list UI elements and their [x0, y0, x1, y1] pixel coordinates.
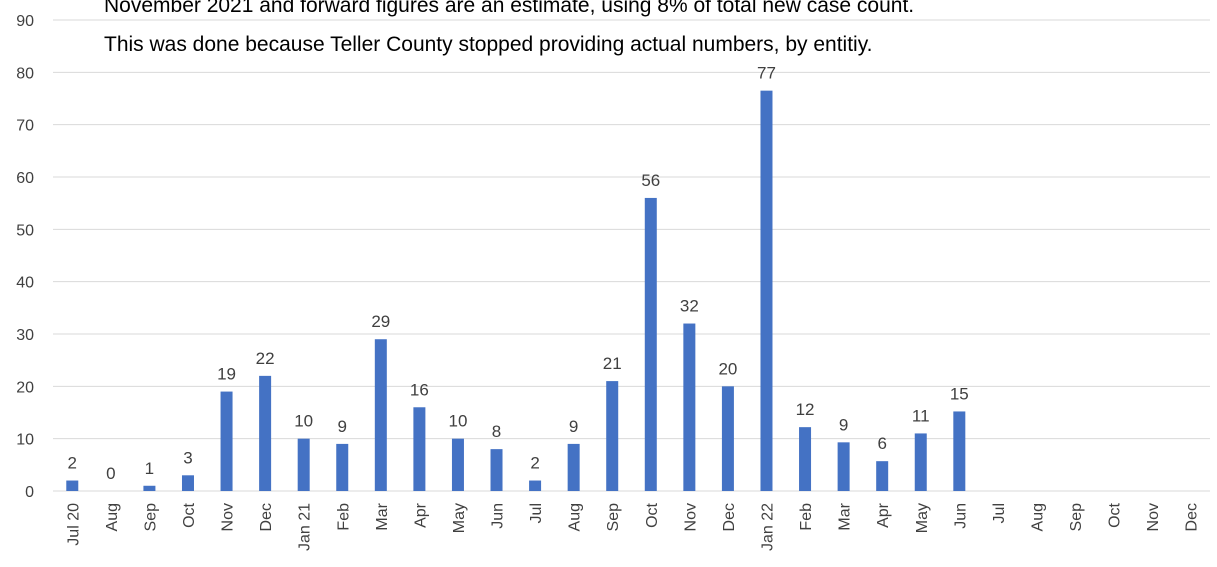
- x-tick-label: Mar: [374, 502, 391, 530]
- bar: [606, 381, 619, 491]
- bar: [181, 475, 194, 491]
- bar: [220, 391, 233, 491]
- x-tick-label: Oct: [644, 502, 661, 527]
- x-tick-label: Mar: [837, 502, 854, 530]
- y-tick-label: 10: [16, 432, 34, 449]
- data-label: 11: [912, 406, 930, 425]
- x-tick-label: May: [914, 503, 931, 533]
- annotation-line-2: This was done because Teller County stop…: [104, 33, 873, 56]
- data-label: 21: [603, 354, 622, 373]
- bar: [374, 339, 387, 491]
- x-tick-label: Sep: [605, 503, 622, 532]
- bar: [567, 443, 580, 491]
- x-tick-label: Jul: [991, 503, 1008, 523]
- data-label: 10: [448, 412, 467, 431]
- bar: [683, 323, 696, 491]
- bar: [143, 485, 156, 491]
- data-label: 19: [217, 365, 236, 384]
- data-label: 1: [145, 459, 154, 478]
- x-tick-label: Jun: [952, 503, 969, 529]
- x-axis-tick-labels: Jul 20 Aug Sep Oct Nov Dec Jan 21 Feb Mar Apr May J…: [65, 502, 1200, 551]
- bar: [451, 438, 464, 491]
- bars: [66, 90, 966, 492]
- x-tick-label: Dec: [721, 503, 738, 531]
- bar: [760, 90, 773, 492]
- y-tick-label: 80: [16, 65, 34, 82]
- y-tick-label: 30: [16, 327, 34, 344]
- x-tick-label: Nov: [220, 503, 237, 531]
- data-label: 15: [950, 384, 969, 403]
- data-label: 9: [569, 417, 578, 436]
- x-tick-label: Aug: [104, 503, 121, 531]
- y-tick-label: 40: [16, 275, 34, 292]
- y-tick-label: 50: [16, 222, 34, 239]
- bar: [644, 197, 657, 491]
- bar: [259, 375, 272, 491]
- data-label: 9: [839, 415, 848, 434]
- bar: [336, 443, 349, 491]
- data-label: 9: [338, 417, 347, 436]
- x-tick-label: Feb: [335, 503, 352, 531]
- x-tick-label: Aug: [567, 503, 584, 531]
- x-tick-label: Dec: [258, 503, 275, 531]
- data-label: 20: [718, 359, 737, 378]
- y-tick-label: 60: [16, 170, 34, 187]
- data-label: 2: [530, 454, 539, 473]
- data-label: 0: [106, 464, 115, 483]
- x-tick-label: Apr: [412, 502, 429, 528]
- x-tick-label: Jan 21: [297, 503, 314, 551]
- bar: [490, 449, 503, 491]
- x-tick-label: Jun: [490, 503, 507, 529]
- x-tick-label: Nov: [682, 503, 699, 531]
- data-label: 8: [492, 422, 501, 441]
- bar: [799, 427, 812, 491]
- data-label: 77: [757, 64, 776, 83]
- x-tick-label: Oct: [1107, 502, 1124, 527]
- data-label: 56: [641, 171, 660, 190]
- x-tick-label: Dec: [1184, 503, 1201, 531]
- data-label: 12: [796, 400, 815, 419]
- x-tick-label: Apr: [875, 502, 892, 528]
- x-tick-label: Oct: [181, 502, 198, 527]
- bar: [66, 480, 79, 491]
- x-tick-label: Aug: [1029, 503, 1046, 531]
- data-label: 10: [294, 412, 313, 431]
- y-tick-label: 70: [16, 118, 34, 135]
- bar: [876, 461, 889, 491]
- x-tick-label: Feb: [798, 503, 815, 531]
- y-tick-label: 90: [16, 13, 34, 30]
- data-label: 22: [256, 349, 275, 368]
- bar: [953, 411, 966, 491]
- gridlines: [53, 19, 1210, 492]
- bar: [413, 407, 426, 491]
- bar: [914, 433, 927, 491]
- x-tick-label: Sep: [142, 503, 159, 532]
- y-tick-label: 20: [16, 379, 34, 396]
- bar: [529, 480, 542, 491]
- data-label: 16: [410, 380, 429, 399]
- x-tick-label: Sep: [1068, 503, 1085, 532]
- annotation-line-1: November 2021 and forward figures are an…: [104, 0, 914, 17]
- x-tick-label: May: [451, 503, 468, 533]
- bar: [837, 442, 850, 491]
- data-label: 3: [183, 448, 192, 467]
- bar: [297, 438, 310, 491]
- data-label: 29: [371, 312, 390, 331]
- data-label: 6: [877, 434, 886, 453]
- bar: [721, 386, 734, 491]
- y-axis-tick-labels: 0 10 20 30 40 50 60 70 80 90: [16, 13, 34, 501]
- x-tick-label: Nov: [1145, 503, 1162, 531]
- data-label: 32: [680, 297, 699, 316]
- data-label: 2: [68, 454, 77, 473]
- x-tick-label: Jan 22: [759, 503, 776, 551]
- x-tick-label: Jul: [528, 503, 545, 523]
- y-tick-label: 0: [25, 484, 34, 501]
- x-tick-label: Jul 20: [65, 503, 82, 546]
